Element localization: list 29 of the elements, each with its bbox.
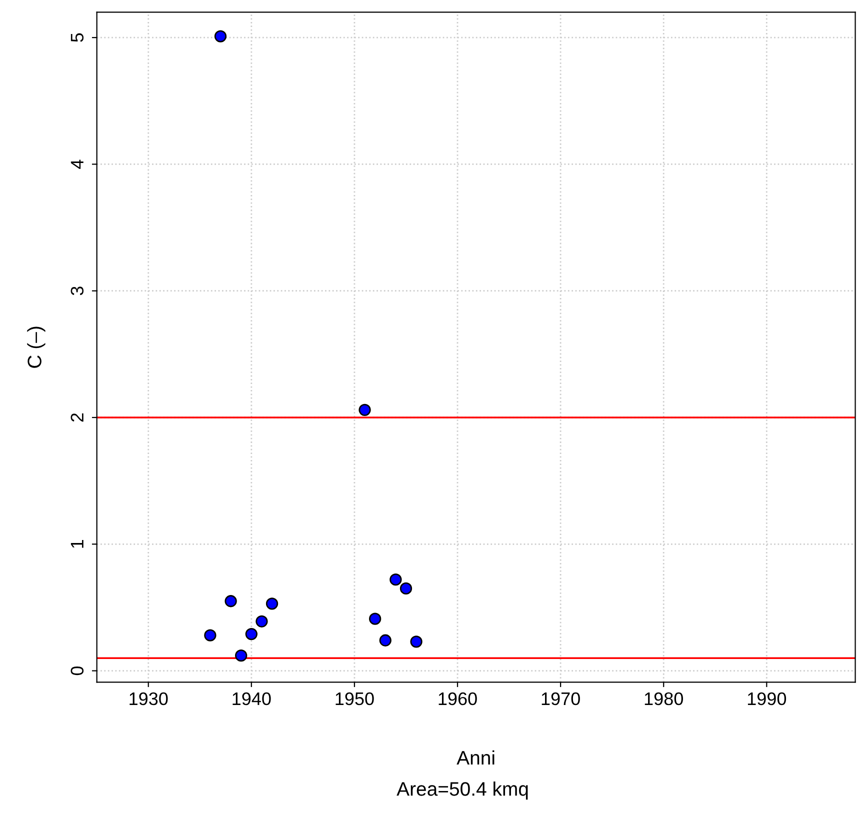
point [358,404,371,416]
point [266,598,278,610]
point [204,629,216,642]
x-tick-label: 1980 [644,692,683,706]
y-tick-label: 1 [70,540,84,548]
x-tick-label: 1930 [130,692,168,706]
y-tick-label: 2 [70,413,84,422]
y-tick-label: 3 [70,286,84,296]
point [390,574,402,586]
y-axis-title: C (–) [27,326,46,368]
x-tick-label: 1990 [748,692,786,706]
point [214,30,227,42]
y-tick-label: 5 [70,33,84,42]
text: Area=50.4 kmq [396,782,528,800]
x-tick-label: 1970 [542,692,580,706]
point [245,628,258,640]
y-tick-label: 4 [70,160,84,169]
point [256,615,268,628]
point [224,595,237,608]
point [400,582,412,595]
y-tick-label: 0 [70,666,84,676]
point [369,612,382,625]
x-axis-title: Anni [456,750,494,764]
point [379,634,392,646]
x-tick-label: 1960 [438,692,477,706]
x-tick-label: 1940 [232,692,271,706]
point [235,650,248,662]
x-tick-label: 1950 [336,692,374,706]
point [410,636,422,648]
